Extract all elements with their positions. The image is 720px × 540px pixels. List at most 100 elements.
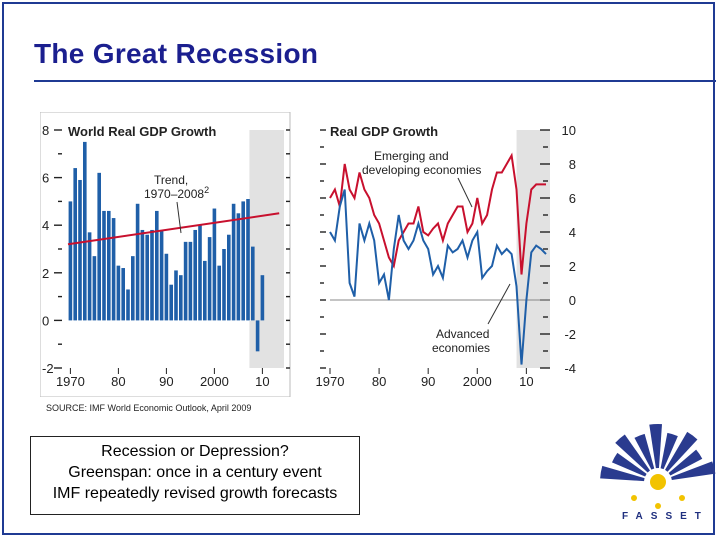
left-xtick-label: 1970 xyxy=(56,374,85,389)
right-ytick-label: -4 xyxy=(564,361,576,376)
trend-annotation-pointer xyxy=(176,201,182,234)
gdp-bar xyxy=(87,232,92,321)
gdp-bar xyxy=(126,289,130,321)
gdp-bar xyxy=(107,210,111,321)
gdp-bar xyxy=(183,241,188,321)
right-ytick-label: 2 xyxy=(569,259,576,274)
gdp-bar xyxy=(145,234,149,321)
emerging-label-pointer xyxy=(457,177,473,208)
gdp-bar xyxy=(159,229,164,321)
gdp-bar xyxy=(212,208,217,321)
gdp-bar xyxy=(169,284,173,321)
advanced-label-pointer xyxy=(487,283,511,325)
gdp-bar xyxy=(73,168,77,321)
gdp-bar xyxy=(174,270,178,321)
gdp-bar xyxy=(222,249,226,321)
logo-ray xyxy=(668,449,703,476)
logo-dot xyxy=(679,495,685,501)
left-ytick-label: 4 xyxy=(42,218,49,233)
gdp-bar xyxy=(260,275,265,321)
trend-line xyxy=(67,212,280,246)
gdp-bar xyxy=(111,218,116,321)
left-xtick-label: 2000 xyxy=(200,374,229,389)
logo-ray xyxy=(611,452,647,477)
emerging-label-line1: Emerging and xyxy=(374,149,449,163)
gdp-bar xyxy=(188,241,193,321)
gdp-bar xyxy=(140,229,145,321)
fasset-logo-icon xyxy=(600,424,716,509)
left-ytick-label: 6 xyxy=(42,171,49,186)
gdp-bar xyxy=(92,256,97,321)
gdp-bar xyxy=(227,234,231,321)
gdp-bar xyxy=(255,320,260,352)
forecast-shade xyxy=(249,130,284,368)
right-ytick-label: 8 xyxy=(569,157,576,172)
left-ytick-label: 2 xyxy=(42,266,49,281)
trend-annotation: Trend, xyxy=(154,173,188,187)
logo-ray xyxy=(671,461,716,480)
gdp-bar xyxy=(131,256,135,321)
logo-ray xyxy=(634,433,655,470)
title-underline xyxy=(34,80,716,82)
right-xtick-label: 80 xyxy=(372,374,386,389)
gdp-bar xyxy=(78,179,82,321)
world-gdp-panel: -2 0 2 4 6 8 World Real GDP Growth Trend, 197… xyxy=(40,112,291,397)
slide-title: The Great Recession xyxy=(34,38,319,69)
gdp-bar xyxy=(150,229,154,321)
gdp-bar xyxy=(246,199,250,321)
note-line-1: Recession or Depression? xyxy=(101,443,289,460)
gdp-bar xyxy=(102,210,106,321)
gdp-bar xyxy=(193,229,197,321)
emerging-economies-line xyxy=(329,152,546,275)
gdp-bar xyxy=(164,253,169,321)
note-line-3: IMF repeatedly revised growth forecasts xyxy=(52,485,338,502)
slide-frame xyxy=(2,2,715,535)
right-chart-title: Real GDP Growth xyxy=(330,124,438,139)
advanced-label-line2: economies xyxy=(432,341,490,355)
gdp-bar xyxy=(116,265,121,321)
right-ytick-label: 10 xyxy=(562,123,576,138)
left-ytick-label: 0 xyxy=(42,313,49,328)
notes-box: Recession or Depression? Greenspan: once… xyxy=(30,436,360,515)
right-xtick-label: 10 xyxy=(519,374,533,389)
real-gdp-panel: -4 -2 0 2 4 6 8 10 Real GDP Growth Emerging and… xyxy=(316,123,576,389)
right-xtick-label: 1970 xyxy=(316,374,345,389)
left-ytick-label: -2 xyxy=(42,361,54,376)
trend-annotation-years: 1970–20082 xyxy=(144,185,209,201)
left-xtick-label: 90 xyxy=(159,374,173,389)
gdp-bar xyxy=(203,260,207,321)
gdp-bar xyxy=(135,203,140,321)
left-xtick-label: 80 xyxy=(111,374,125,389)
gdp-bar xyxy=(217,265,221,321)
right-ytick-label: -2 xyxy=(564,327,576,342)
source-note: SOURCE: IMF World Economic Outlook, Apri… xyxy=(46,403,252,413)
advanced-economies-line xyxy=(329,189,547,365)
logo-center xyxy=(650,474,666,490)
left-chart-title: World Real GDP Growth xyxy=(68,124,216,139)
logo-ray xyxy=(600,465,645,482)
logo-dot xyxy=(631,495,637,501)
gdp-bar xyxy=(198,225,202,321)
logo-ray xyxy=(615,434,650,473)
logo-dot xyxy=(655,503,661,509)
gdp-bar xyxy=(241,201,245,321)
gdp-bar xyxy=(236,213,241,321)
gdp-charts: -2 0 2 4 6 8 World Real GDP Growth Trend, 197… xyxy=(40,112,576,397)
advanced-label-line1: Advanced xyxy=(436,327,489,341)
logo-ray xyxy=(665,431,698,472)
right-ytick-label: 0 xyxy=(569,293,576,308)
fasset-logo-text: FASSET xyxy=(622,511,709,522)
logo-ray xyxy=(649,424,663,469)
gdp-bar xyxy=(97,172,101,321)
right-xtick-label: 90 xyxy=(421,374,435,389)
gdp-bar xyxy=(121,268,125,321)
right-xtick-label: 2000 xyxy=(463,374,492,389)
gdp-bar xyxy=(251,246,255,321)
gdp-bar xyxy=(179,275,183,321)
gdp-bar xyxy=(231,203,236,321)
logo-ray xyxy=(660,432,678,470)
gdp-bar xyxy=(83,141,87,321)
gdp-bar xyxy=(207,237,212,321)
emerging-label-line2: developing economies xyxy=(362,163,481,177)
right-ytick-label: 4 xyxy=(569,225,576,240)
